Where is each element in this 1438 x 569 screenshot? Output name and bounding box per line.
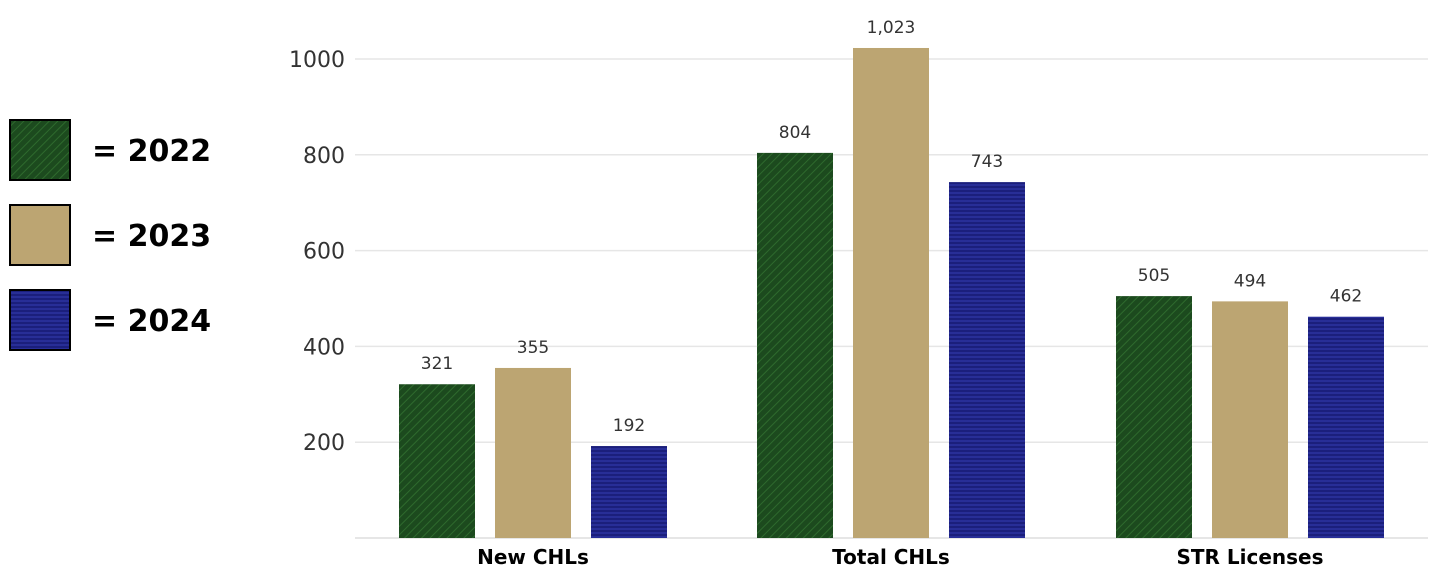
bar-total-chls-series-2 <box>949 182 1025 538</box>
bar-str-licenses-series-0 <box>1116 296 1192 538</box>
data-label: 743 <box>971 152 1003 172</box>
bar-total-chls-series-0 <box>757 152 833 538</box>
y-tick-label: 600 <box>303 240 345 265</box>
y-tick-label: 200 <box>303 431 345 456</box>
x-category-label: Total CHLs <box>832 545 950 569</box>
data-label: 505 <box>1138 266 1170 286</box>
legend-label: = 2023 <box>92 219 211 254</box>
legend: = 2022 = 2023 = 2024 <box>9 119 211 351</box>
legend-label: = 2024 <box>92 304 211 339</box>
bar-str-licenses-series-2 <box>1308 316 1384 538</box>
x-category-label: STR Licenses <box>1176 545 1323 569</box>
legend-label: = 2022 <box>92 134 211 169</box>
legend-swatch <box>9 289 71 351</box>
bar-str-licenses-series-1 <box>1212 301 1288 538</box>
bars <box>399 47 1384 538</box>
data-label: 355 <box>517 338 549 358</box>
bar-new-chls-series-2 <box>591 446 667 538</box>
data-label: 462 <box>1330 287 1362 307</box>
y-axis-ticks: 200 400 600 800 1000 <box>289 48 345 456</box>
y-tick-label: 400 <box>303 335 345 360</box>
legend-swatch <box>9 204 71 266</box>
data-label: 192 <box>613 416 645 436</box>
x-category-label: New CHLs <box>477 545 589 569</box>
data-label: 804 <box>779 123 811 143</box>
x-axis-categories: New CHLs Total CHLs STR Licenses <box>477 545 1323 569</box>
bar-total-chls-series-1 <box>853 47 929 538</box>
legend-swatch <box>9 119 71 181</box>
data-label: 1,023 <box>867 18 916 38</box>
y-tick-label: 1000 <box>289 48 345 73</box>
data-label: 321 <box>421 354 453 374</box>
y-tick-label: 800 <box>303 144 345 169</box>
data-label: 494 <box>1234 271 1266 291</box>
value-labels: 321 804 505 355 1,023 494 192 743 462 <box>421 18 1362 436</box>
bar-new-chls-series-1 <box>495 367 571 538</box>
bar-new-chls-series-0 <box>399 384 475 538</box>
